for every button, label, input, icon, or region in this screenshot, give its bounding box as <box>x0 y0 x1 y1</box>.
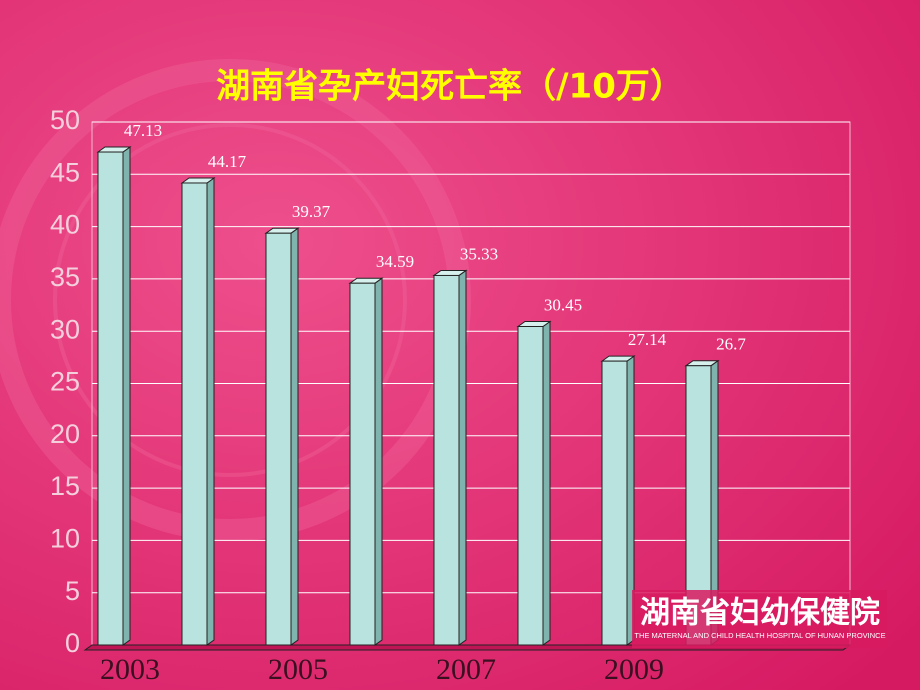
value-label: 39.37 <box>292 202 331 221</box>
x-tick-label: 2009 <box>604 653 664 686</box>
y-tick-label: 40 <box>50 210 80 240</box>
bar <box>433 274 460 646</box>
logo-subtitle: THE MATERNAL AND CHILD HEALTH HOSPITAL O… <box>634 631 885 640</box>
y-tick-label: 0 <box>65 628 80 658</box>
bar <box>349 282 376 646</box>
bar-side <box>374 277 383 646</box>
bar-side <box>542 320 551 646</box>
bar <box>97 151 124 646</box>
bar-side <box>122 146 131 646</box>
bar <box>517 325 544 646</box>
y-tick-label: 5 <box>65 576 80 606</box>
bar <box>181 182 208 646</box>
y-tick-label: 15 <box>50 471 80 501</box>
value-label: 47.13 <box>124 121 162 140</box>
y-tick-label: 10 <box>50 524 80 554</box>
value-label: 27.14 <box>628 330 667 349</box>
y-tick-label: 20 <box>50 419 80 449</box>
watermark-ring <box>53 123 407 477</box>
chart-title: 湖南省孕产妇死亡率（/10万） <box>216 67 684 107</box>
logo-name: 湖南省妇幼保健院 <box>640 596 880 631</box>
bar <box>601 360 628 646</box>
value-label: 34.59 <box>376 252 414 271</box>
bar-side <box>290 227 299 646</box>
x-tick-label: 2007 <box>436 653 496 686</box>
value-label: 44.17 <box>208 152 247 171</box>
y-tick-label: 35 <box>50 262 80 292</box>
value-label: 35.33 <box>460 244 498 263</box>
y-tick-label: 45 <box>50 157 80 187</box>
logo-box <box>632 590 887 648</box>
y-tick-label: 50 <box>50 105 80 135</box>
bar <box>265 232 292 646</box>
bar-side <box>206 177 215 646</box>
x-tick-label: 2005 <box>268 653 328 686</box>
x-tick-label: 2003 <box>100 653 160 686</box>
bar-side <box>458 269 467 646</box>
value-label: 30.45 <box>544 295 582 314</box>
value-label: 26.7 <box>716 335 746 354</box>
y-tick-label: 30 <box>50 314 80 344</box>
y-tick-label: 25 <box>50 367 80 397</box>
